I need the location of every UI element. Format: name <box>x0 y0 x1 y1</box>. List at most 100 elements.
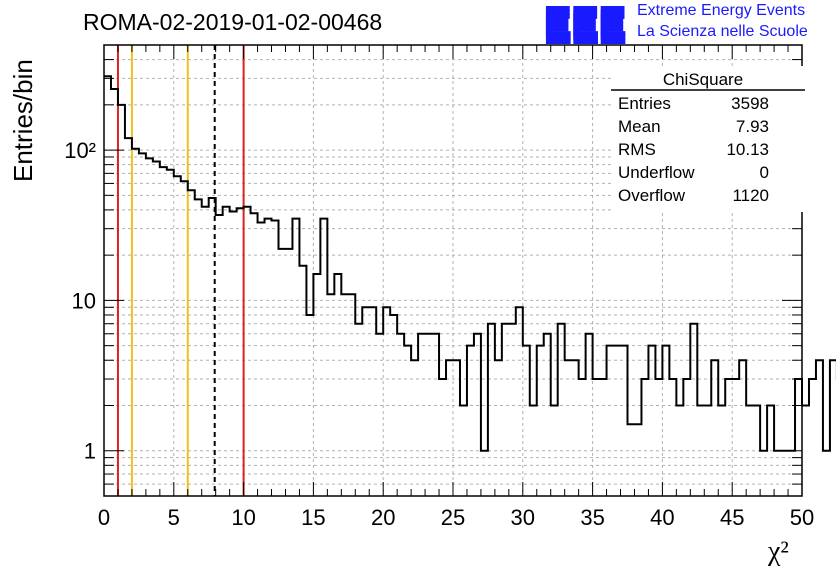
histogram-bin <box>739 360 746 496</box>
x-tick-label: 15 <box>301 505 325 530</box>
histogram-bin <box>690 324 697 496</box>
stats-label: Underflow <box>618 163 695 182</box>
x-tick-label: 10 <box>231 505 255 530</box>
histogram-bin <box>313 274 320 496</box>
histogram-bin <box>125 138 132 496</box>
y-tick-label: 10² <box>64 138 96 163</box>
histogram-bin <box>272 221 279 496</box>
histogram-bin <box>621 346 628 496</box>
histogram-bin <box>760 451 767 496</box>
stats-value: 0 <box>760 163 769 182</box>
histogram-bin <box>516 307 523 496</box>
histogram-bin <box>376 334 383 496</box>
histogram-bin <box>704 405 711 496</box>
histogram-bin <box>641 379 648 496</box>
histogram-bin <box>830 360 836 496</box>
histogram-bin <box>383 307 390 496</box>
histogram-bin <box>439 379 446 496</box>
histogram-bin <box>432 334 439 496</box>
histogram-bin <box>474 334 481 496</box>
histogram-bin <box>404 346 411 496</box>
histogram-bin <box>411 360 418 496</box>
stats-value: 10.13 <box>726 140 769 159</box>
histogram-bin <box>593 379 600 496</box>
histogram-bin <box>725 379 732 496</box>
histogram-bin <box>251 213 258 496</box>
histogram-bin <box>341 294 348 496</box>
histogram-bin <box>327 294 334 496</box>
histogram-bin <box>683 379 690 496</box>
histogram-bin <box>397 334 404 496</box>
histogram-bin <box>565 360 572 496</box>
histogram-bin <box>669 379 676 496</box>
histogram-bin <box>265 219 272 496</box>
histogram-bin <box>495 360 502 496</box>
x-tick-label: 0 <box>98 505 110 530</box>
histogram-bin <box>648 346 655 496</box>
stats-label: Entries <box>618 94 671 113</box>
histogram-bin <box>244 207 251 496</box>
histogram-bin <box>767 405 774 496</box>
histogram-bin <box>223 207 230 496</box>
histogram-bin <box>816 360 823 496</box>
axes: 0 5 10 15 20 25 30 35 40 45 50 1 10 10² <box>64 44 814 530</box>
stats-value: 7.93 <box>736 117 769 136</box>
x-axis-label: χ² <box>768 536 789 567</box>
histogram-bin <box>299 266 306 496</box>
histogram-series <box>104 75 836 496</box>
histogram-bin <box>502 324 509 496</box>
threshold-lines <box>116 45 245 496</box>
histogram-bin <box>230 212 237 496</box>
histogram-bin <box>523 346 530 496</box>
chart-title: ROMA-02-2019-01-02-00468 <box>83 9 383 35</box>
histogram-bin <box>718 405 725 496</box>
stats-label: Mean <box>618 117 661 136</box>
x-tick-label: 25 <box>441 505 465 530</box>
histogram-bin <box>425 334 432 496</box>
stats-label: RMS <box>618 140 656 159</box>
stats-title: ChiSquare <box>663 70 743 89</box>
histogram-bin <box>153 161 160 496</box>
histogram-bin <box>753 405 760 496</box>
x-tick-label: 40 <box>650 505 674 530</box>
histogram-bin <box>551 405 558 496</box>
y-tick-label: 10 <box>72 288 96 313</box>
histogram-bin <box>746 405 753 496</box>
x-tick-label: 5 <box>168 505 180 530</box>
x-tick-label: 45 <box>720 505 744 530</box>
histogram-bin <box>362 307 369 496</box>
histogram-bin <box>181 181 188 496</box>
histogram-bin <box>558 324 565 496</box>
histogram-bin <box>390 315 397 496</box>
stats-box: ChiSquare Entries 3598 Mean 7.93 RMS 10.13 Unde… <box>611 66 805 212</box>
histogram-bin <box>146 158 153 496</box>
histogram-bin <box>209 198 216 496</box>
histogram-bin <box>655 379 662 496</box>
histogram-bin <box>607 346 614 496</box>
histogram-bin <box>132 149 139 496</box>
histogram-bin <box>355 324 362 496</box>
histogram-bin <box>174 176 181 496</box>
histogram-bin <box>216 215 223 496</box>
histogram-bin <box>530 405 537 496</box>
histogram-bin <box>195 199 202 496</box>
histogram-bin <box>104 76 111 496</box>
histogram-bin <box>676 405 683 496</box>
x-tick-label: 35 <box>580 505 604 530</box>
x-tick-label: 50 <box>790 505 814 530</box>
histogram-bin <box>348 294 355 496</box>
y-tick-label: 1 <box>84 439 96 464</box>
histogram-bin <box>202 207 209 496</box>
histogram-bin <box>802 405 809 496</box>
histogram-bin <box>697 405 704 496</box>
histogram-bin <box>237 208 244 496</box>
histogram-bin <box>285 249 292 496</box>
stats-value: 3598 <box>731 94 769 113</box>
histogram-bin <box>160 167 167 496</box>
histogram-bin <box>572 360 579 496</box>
histogram-bin <box>306 315 313 496</box>
histogram-bin <box>467 346 474 496</box>
histogram-bin <box>481 451 488 496</box>
histogram-bin <box>488 324 495 496</box>
